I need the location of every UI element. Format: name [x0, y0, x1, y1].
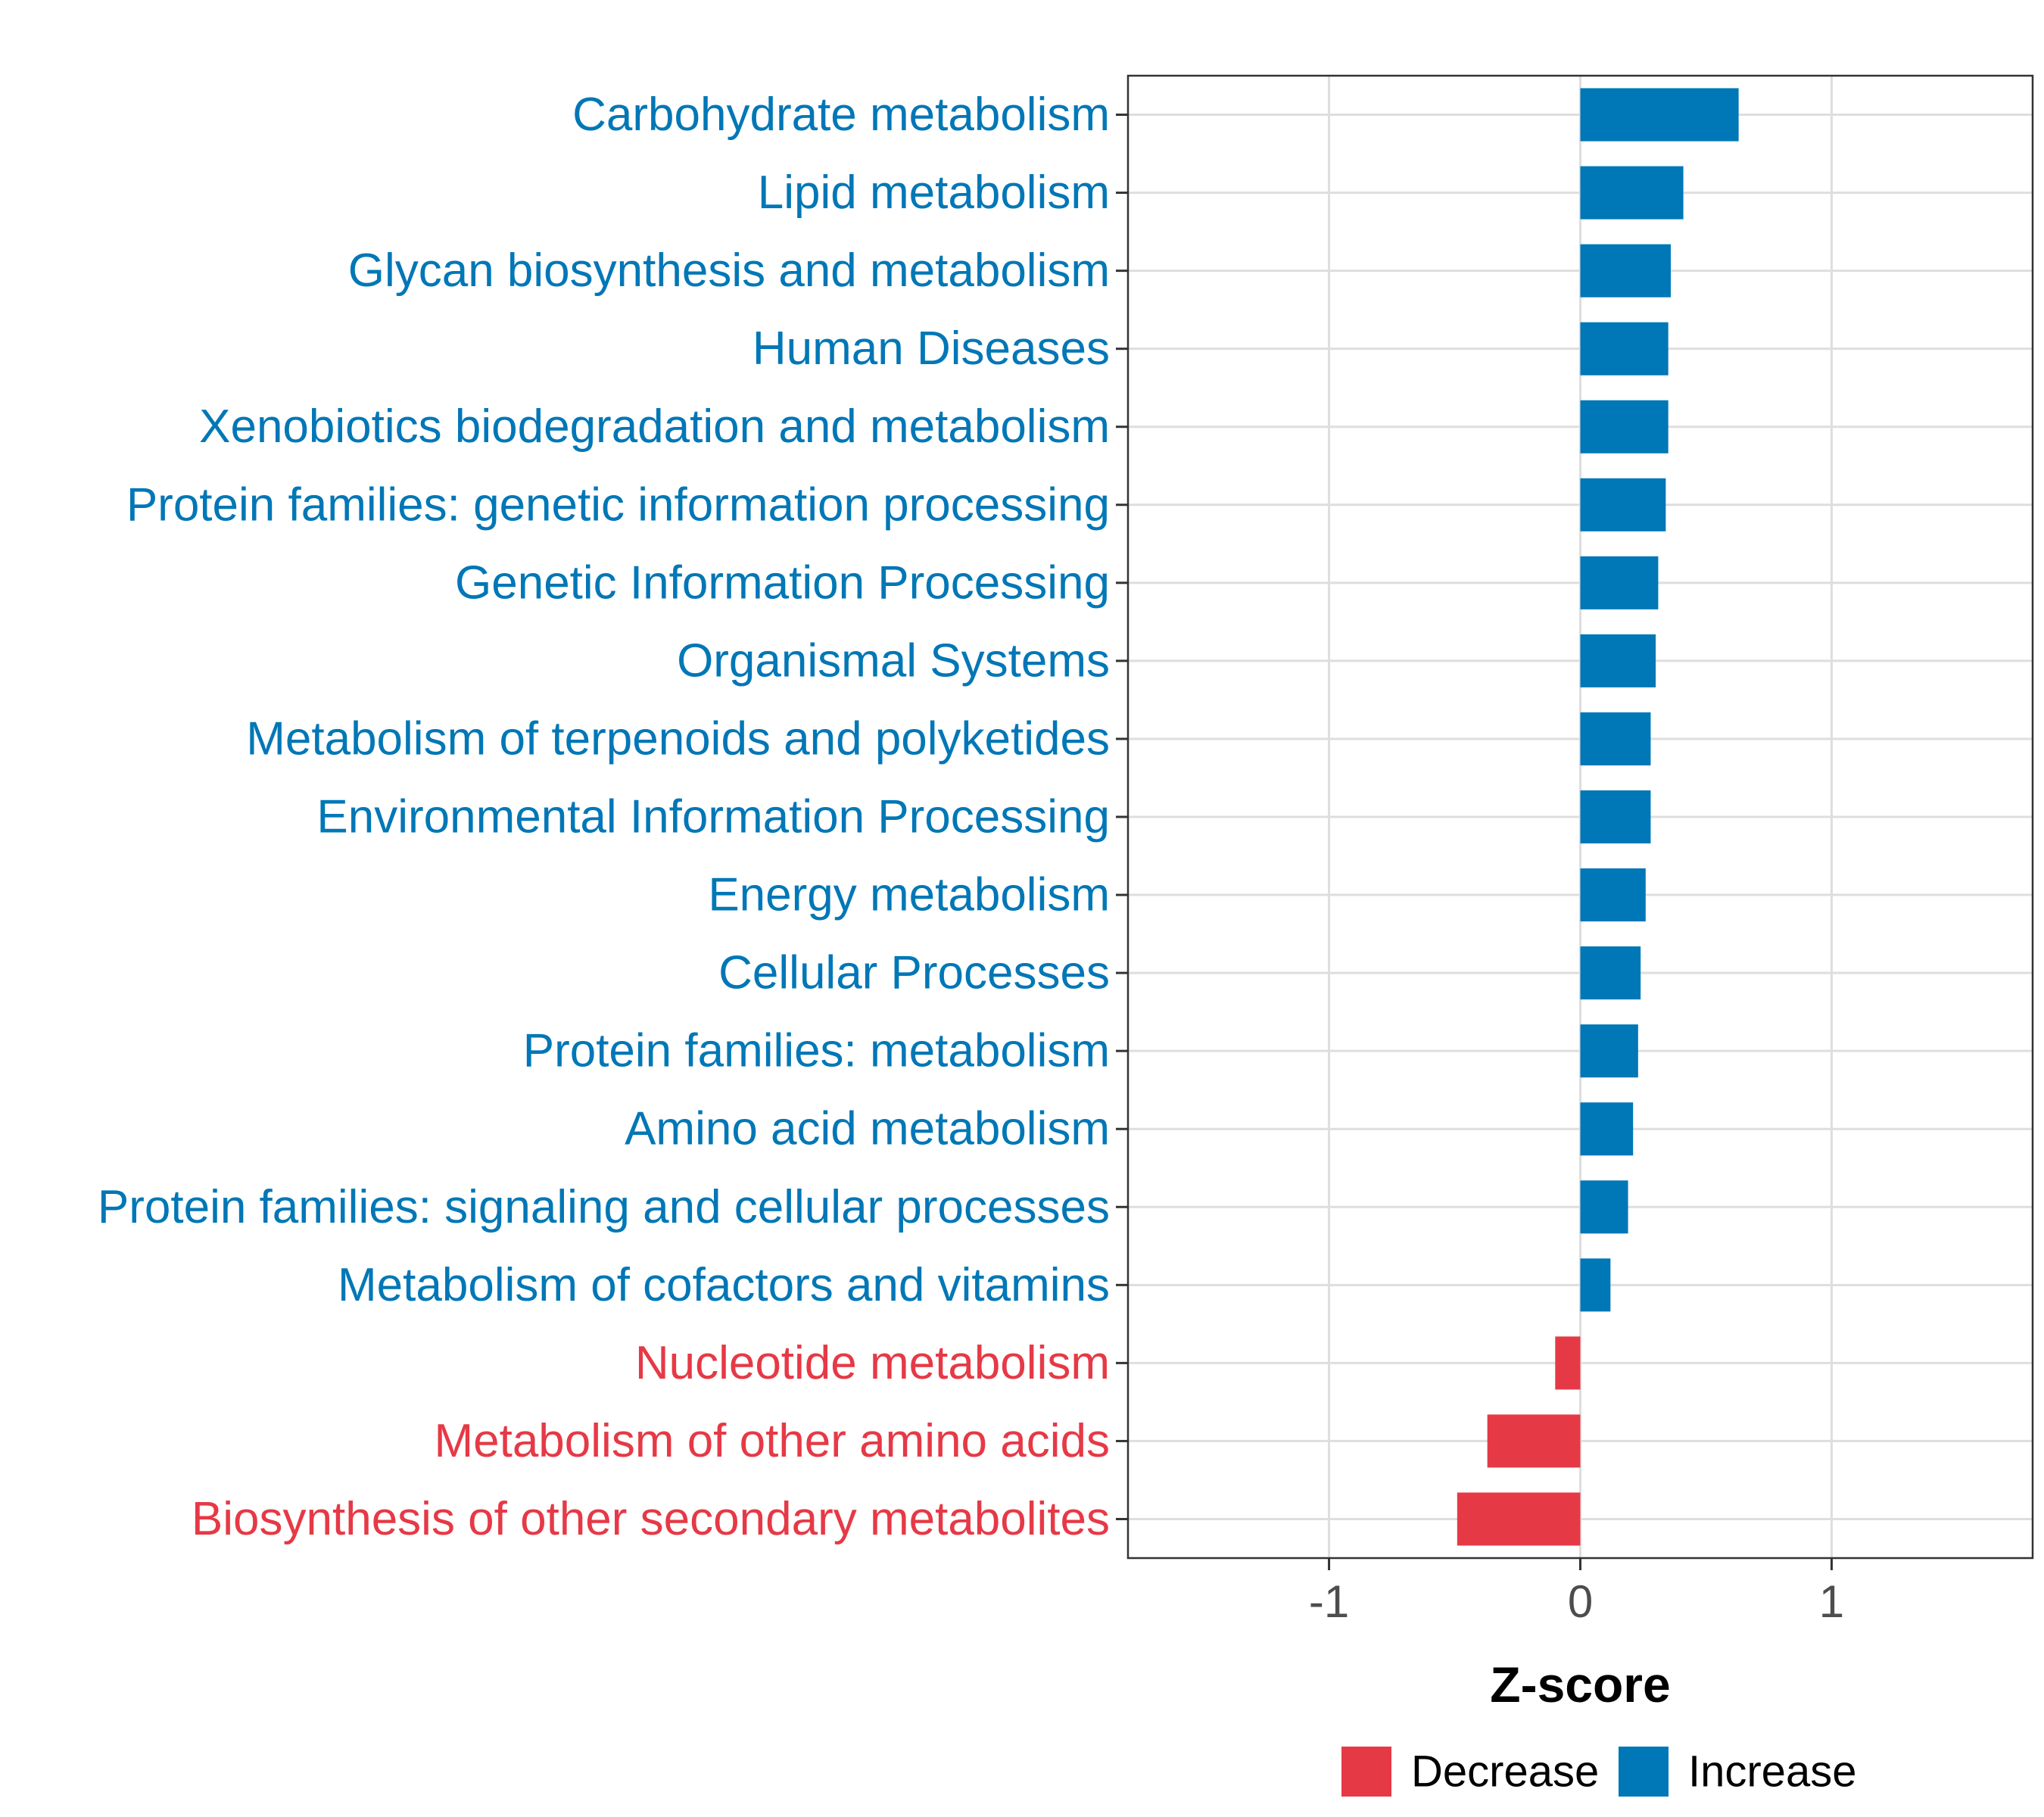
bar [1457, 1492, 1581, 1546]
category-label: Metabolism of cofactors and vitamins [338, 1259, 1110, 1311]
category-label: Metabolism of other amino acids [434, 1415, 1110, 1467]
category-label: Carbohydrate metabolism [572, 89, 1110, 141]
category-label: Human Diseases [752, 323, 1110, 375]
bar [1580, 946, 1641, 1000]
category-label: Lipid metabolism [758, 167, 1110, 219]
legend-swatch-decrease [1341, 1747, 1391, 1797]
bar [1580, 400, 1669, 453]
category-label: Glycan biosynthesis and metabolism [348, 245, 1110, 297]
x-tick-labels: -1 0 1 [1309, 1576, 1844, 1627]
category-label: Energy metabolism [708, 869, 1110, 921]
bar [1580, 478, 1666, 531]
x-tick-label: -1 [1309, 1576, 1349, 1627]
bar [1580, 166, 1684, 220]
category-label: Protein families: metabolism [523, 1025, 1110, 1077]
bar [1580, 1180, 1628, 1234]
bar [1580, 88, 1739, 142]
axis-ticks [1116, 114, 1833, 1570]
bar [1487, 1414, 1581, 1468]
bar [1580, 790, 1651, 844]
category-label: Environmental Information Processing [316, 791, 1110, 843]
category-label: Xenobiotics biodegradation and metabolis… [199, 400, 1110, 453]
category-label: Genetic Information Processing [455, 556, 1110, 609]
category-label: Biosynthesis of other secondary metaboli… [192, 1493, 1110, 1545]
x-tick-label: 1 [1819, 1576, 1844, 1627]
bar [1580, 1024, 1638, 1078]
category-label: Protein families: signaling and cellular… [98, 1181, 1110, 1233]
legend-label-increase: Increase [1688, 1747, 1856, 1797]
bar [1580, 244, 1671, 298]
bar [1580, 634, 1656, 687]
legend: Decrease Increase [1341, 1747, 1856, 1797]
bar [1555, 1336, 1581, 1390]
bar [1580, 1102, 1634, 1156]
category-label: Cellular Processes [718, 947, 1110, 999]
bar [1580, 868, 1646, 922]
category-label: Amino acid metabolism [625, 1103, 1110, 1155]
bar [1580, 556, 1659, 609]
bars [1457, 88, 1739, 1546]
category-label: Protein families: genetic information pr… [126, 478, 1110, 531]
category-label: Metabolism of terpenoids and polyketides [246, 712, 1110, 765]
category-label: Nucleotide metabolism [635, 1337, 1110, 1389]
x-tick-label: 0 [1568, 1576, 1593, 1627]
category-labels: Carbohydrate metabolism Lipid metabolism G… [98, 89, 1110, 1545]
bar [1580, 1258, 1611, 1312]
bar [1580, 322, 1669, 376]
bar [1580, 712, 1651, 765]
category-label: Organismal Systems [677, 634, 1110, 687]
x-axis-title: Z-score [1490, 1656, 1670, 1713]
legend-label-decrease: Decrease [1411, 1747, 1599, 1797]
legend-swatch-increase [1619, 1747, 1669, 1797]
